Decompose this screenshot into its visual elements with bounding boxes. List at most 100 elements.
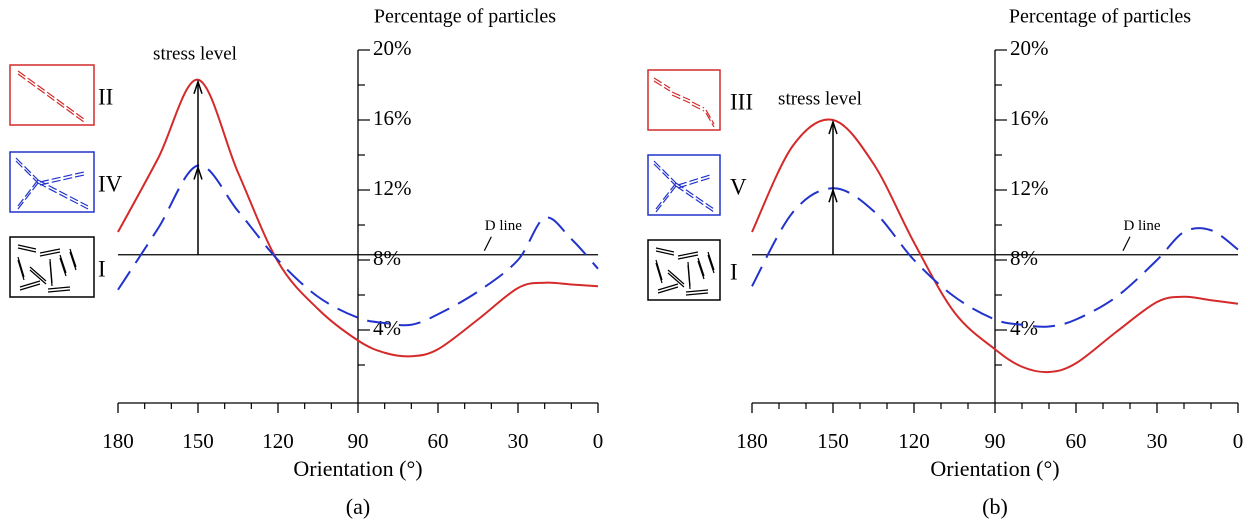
- y-axis-title: Percentage of particles: [1009, 6, 1191, 28]
- inset-label: I: [98, 256, 106, 281]
- series-line: [117, 164, 599, 327]
- inset-particle: [675, 182, 715, 210]
- inset-box: [647, 69, 721, 131]
- inset-particle: [705, 109, 715, 125]
- stress-label: stress level: [153, 43, 237, 64]
- y-tick-label: 12%: [1010, 176, 1049, 200]
- arrow-head: [828, 187, 838, 203]
- x-tick-label: 30: [508, 429, 529, 453]
- x-tick-label: 0: [593, 429, 604, 453]
- x-tick-label: 0: [1233, 429, 1244, 453]
- x-tick-label: 150: [817, 429, 849, 453]
- inset-particle: [17, 179, 39, 207]
- inset-particle: [15, 157, 39, 181]
- inset-particle: [17, 247, 37, 253]
- inset-particle: [653, 77, 671, 89]
- series-line: [751, 187, 1239, 328]
- x-tick-label: 120: [898, 429, 930, 453]
- inset-particle: [59, 257, 67, 277]
- d-line-label: D line: [485, 218, 522, 234]
- inset-particle: [19, 280, 41, 288]
- inset-particle: [37, 182, 89, 210]
- y-axis-title: Percentage of particles: [374, 6, 556, 28]
- panel-label: (a): [346, 494, 370, 519]
- inset-particle: [17, 259, 25, 281]
- y-tick-label: 16%: [373, 106, 412, 130]
- inset-particle: [655, 247, 675, 253]
- inset-particle: [39, 251, 61, 257]
- inset-particle: [685, 292, 709, 296]
- inset-particle: [697, 257, 705, 277]
- inset-particle: [39, 174, 85, 186]
- inset-particle: [17, 73, 85, 123]
- d-line-pointer: [483, 236, 492, 252]
- x-tick-label: 60: [428, 429, 449, 453]
- inset-particle: [657, 283, 679, 291]
- stress-label: stress level: [778, 88, 862, 109]
- inset-particle: [39, 248, 61, 254]
- inset-particle: [687, 264, 691, 290]
- inset-box: [647, 154, 721, 216]
- inset-particle: [705, 112, 715, 128]
- inset-particle: [691, 104, 705, 112]
- inset-particle: [49, 261, 53, 287]
- inset-particle: [655, 250, 675, 256]
- inset-particle: [677, 174, 711, 186]
- inset-box: [9, 236, 95, 298]
- inset-particle: [653, 163, 677, 187]
- x-tick-label: 180: [102, 429, 134, 453]
- inset-particle: [675, 185, 715, 213]
- inset-label: V: [730, 174, 747, 199]
- arrow-head: [193, 79, 203, 94]
- y-tick-label: 16%: [1010, 106, 1049, 130]
- y-tick-label: 20%: [373, 36, 412, 60]
- inset-particle: [657, 286, 679, 294]
- x-tick-label: 120: [262, 429, 294, 453]
- x-tick-label: 180: [736, 429, 768, 453]
- inset-label: III: [730, 89, 753, 114]
- x-tick-label: 60: [1066, 429, 1087, 453]
- inset-box: [9, 151, 95, 213]
- inset-particle: [17, 182, 39, 210]
- y-tick-label: 8%: [1010, 246, 1038, 270]
- d-line-label: D line: [1123, 218, 1160, 234]
- y-tick-label: 8%: [373, 246, 401, 270]
- inset-particle: [15, 160, 39, 184]
- y-tick-label: 20%: [1010, 36, 1049, 60]
- inset-particle: [697, 260, 705, 280]
- inset-particle: [59, 254, 67, 274]
- x-tick-label: 90: [985, 429, 1006, 453]
- panel-label: (b): [982, 494, 1008, 519]
- inset-particle: [37, 179, 89, 207]
- inset-particle: [691, 101, 705, 109]
- inset-particle: [685, 289, 709, 293]
- inset-particle: [69, 251, 77, 271]
- x-tick-label: 150: [182, 429, 214, 453]
- inset-particle: [655, 185, 677, 213]
- y-tick-label: 4%: [373, 316, 401, 340]
- inset-box: [9, 64, 95, 126]
- inset-particle: [677, 254, 699, 260]
- inset-particle: [17, 256, 25, 278]
- inset-particle: [39, 171, 85, 183]
- y-tick-label: 12%: [373, 176, 412, 200]
- inset-particle: [69, 248, 77, 268]
- inset-label: I: [730, 259, 738, 284]
- inset-particle: [707, 254, 715, 274]
- arrow-head: [828, 119, 838, 135]
- x-axis-title: Orientation (°): [293, 456, 422, 481]
- inset-label: II: [98, 84, 113, 109]
- inset-particle: [653, 160, 677, 184]
- inset-particle: [47, 289, 71, 293]
- inset-particle: [17, 70, 85, 120]
- inset-particle: [17, 244, 37, 250]
- x-axis-title: Orientation (°): [930, 456, 1059, 481]
- inset-particle: [667, 269, 685, 285]
- inset-particle: [667, 272, 685, 288]
- inset-particle: [707, 251, 715, 271]
- inset-particle: [655, 182, 677, 210]
- inset-box: [647, 239, 721, 301]
- inset-particle: [29, 269, 47, 285]
- arrow-head: [193, 165, 203, 180]
